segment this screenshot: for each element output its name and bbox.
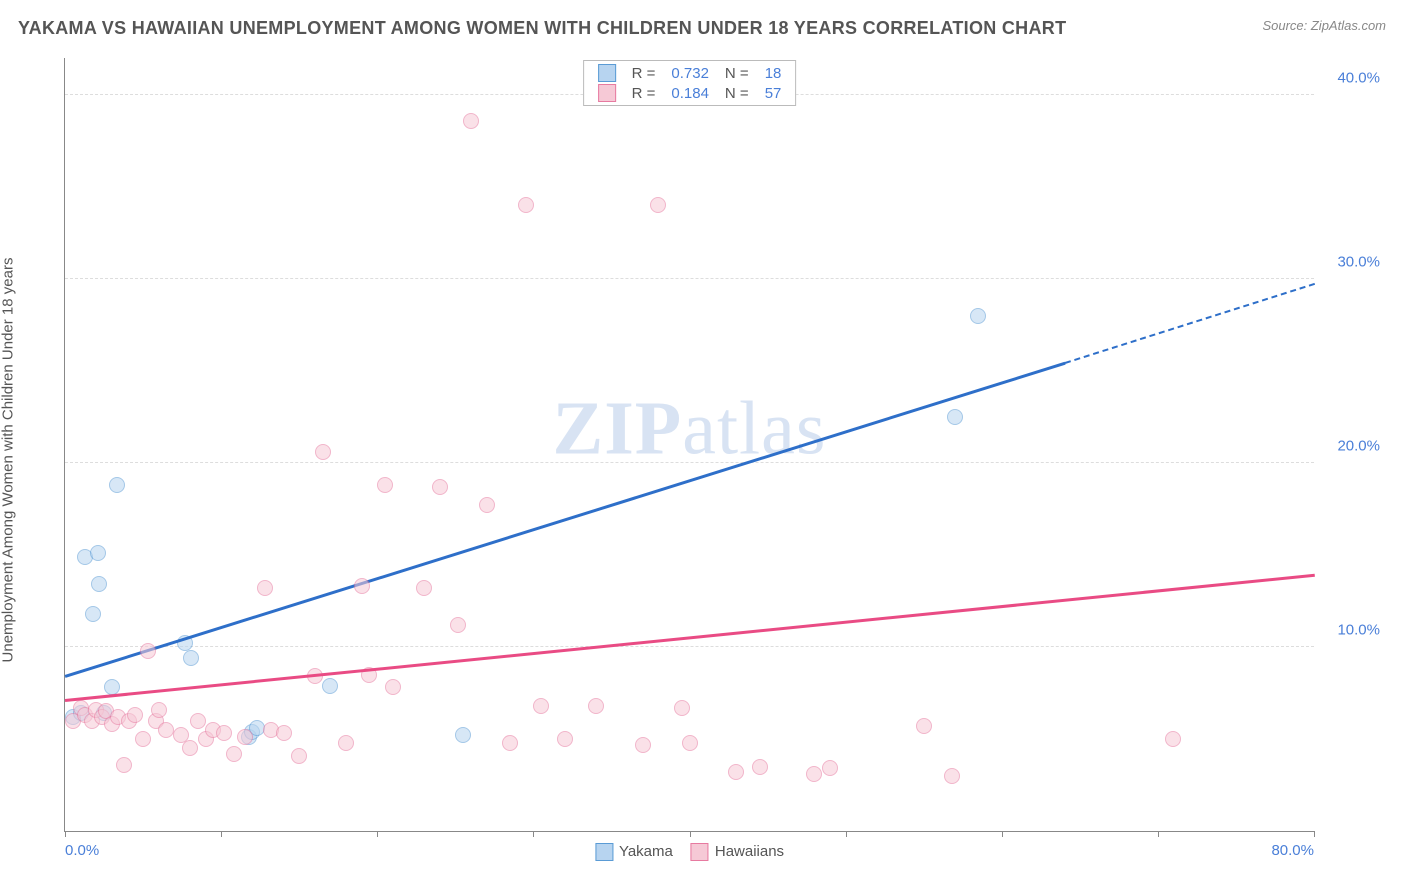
data-point xyxy=(116,757,132,773)
gridline xyxy=(65,278,1314,279)
x-tick xyxy=(1002,831,1003,837)
data-point xyxy=(947,409,963,425)
data-point xyxy=(291,748,307,764)
data-point xyxy=(970,308,986,324)
data-point xyxy=(237,729,253,745)
gridline xyxy=(65,462,1314,463)
data-point xyxy=(635,737,651,753)
gridline xyxy=(65,646,1314,647)
source-label: Source: ZipAtlas.com xyxy=(1262,18,1386,33)
y-axis-label: Unemployment Among Women with Children U… xyxy=(0,258,17,663)
legend-swatch xyxy=(598,84,616,102)
data-point xyxy=(518,197,534,213)
data-point xyxy=(109,477,125,493)
data-point xyxy=(91,576,107,592)
data-point xyxy=(276,725,292,741)
data-point xyxy=(385,679,401,695)
data-point xyxy=(682,735,698,751)
n-label: N = xyxy=(717,83,757,103)
x-tick xyxy=(690,831,691,837)
data-point xyxy=(450,617,466,633)
legend-item: Hawaiians xyxy=(691,843,784,861)
data-point xyxy=(432,479,448,495)
data-point xyxy=(557,731,573,747)
data-point xyxy=(416,580,432,596)
x-tick xyxy=(1314,831,1315,837)
data-point xyxy=(377,477,393,493)
n-value: 57 xyxy=(757,83,790,103)
x-tick xyxy=(65,831,66,837)
data-point xyxy=(463,113,479,129)
legend-item: Yakama xyxy=(595,843,673,861)
data-point xyxy=(90,545,106,561)
data-point xyxy=(588,698,604,714)
data-point xyxy=(806,766,822,782)
data-point xyxy=(322,678,338,694)
data-point xyxy=(151,702,167,718)
legend-label: Hawaiians xyxy=(715,843,784,860)
data-point xyxy=(226,746,242,762)
n-label: N = xyxy=(717,63,757,83)
data-point xyxy=(257,580,273,596)
legend-swatch xyxy=(598,64,616,82)
x-tick-label: 80.0% xyxy=(1271,842,1314,859)
plot-area: ZIPatlas R =0.732N =18R =0.184N =57 Yaka… xyxy=(64,58,1314,832)
data-point xyxy=(190,713,206,729)
data-point xyxy=(674,700,690,716)
data-point xyxy=(728,764,744,780)
data-point xyxy=(752,759,768,775)
series-legend: Yakama Hawaiians xyxy=(595,843,784,861)
data-point xyxy=(315,444,331,460)
watermark: ZIPatlas xyxy=(553,386,827,473)
x-tick-label: 0.0% xyxy=(65,842,99,859)
data-point xyxy=(916,718,932,734)
y-tick-label: 30.0% xyxy=(1337,253,1380,270)
data-point xyxy=(455,727,471,743)
y-tick-label: 20.0% xyxy=(1337,437,1380,454)
r-label: R = xyxy=(624,83,664,103)
data-point xyxy=(338,735,354,751)
data-point xyxy=(354,578,370,594)
data-point xyxy=(127,707,143,723)
data-point xyxy=(183,650,199,666)
y-tick-label: 40.0% xyxy=(1337,69,1380,86)
x-tick xyxy=(533,831,534,837)
data-point xyxy=(822,760,838,776)
data-point xyxy=(1165,731,1181,747)
data-point xyxy=(182,740,198,756)
data-point xyxy=(944,768,960,784)
data-point xyxy=(479,497,495,513)
data-point xyxy=(85,606,101,622)
x-tick xyxy=(221,831,222,837)
y-tick-label: 10.0% xyxy=(1337,621,1380,638)
legend-swatch xyxy=(595,843,613,861)
r-value: 0.184 xyxy=(663,83,717,103)
legend-swatch xyxy=(691,843,709,861)
data-point xyxy=(502,735,518,751)
data-point xyxy=(650,197,666,213)
data-point xyxy=(135,731,151,747)
correlation-legend: R =0.732N =18 R =0.184N =57 xyxy=(583,60,797,106)
legend-label: Yakama xyxy=(619,843,673,860)
trend-line xyxy=(1065,283,1316,364)
page-title: YAKAMA VS HAWAIIAN UNEMPLOYMENT AMONG WO… xyxy=(18,18,1066,39)
x-tick xyxy=(846,831,847,837)
data-point xyxy=(216,725,232,741)
data-point xyxy=(533,698,549,714)
x-tick xyxy=(377,831,378,837)
r-value: 0.732 xyxy=(663,63,717,83)
n-value: 18 xyxy=(757,63,790,83)
trend-line xyxy=(65,362,1066,678)
x-tick xyxy=(1158,831,1159,837)
chart-container: Unemployment Among Women with Children U… xyxy=(18,48,1386,872)
r-label: R = xyxy=(624,63,664,83)
data-point xyxy=(140,643,156,659)
trend-line xyxy=(65,574,1315,702)
